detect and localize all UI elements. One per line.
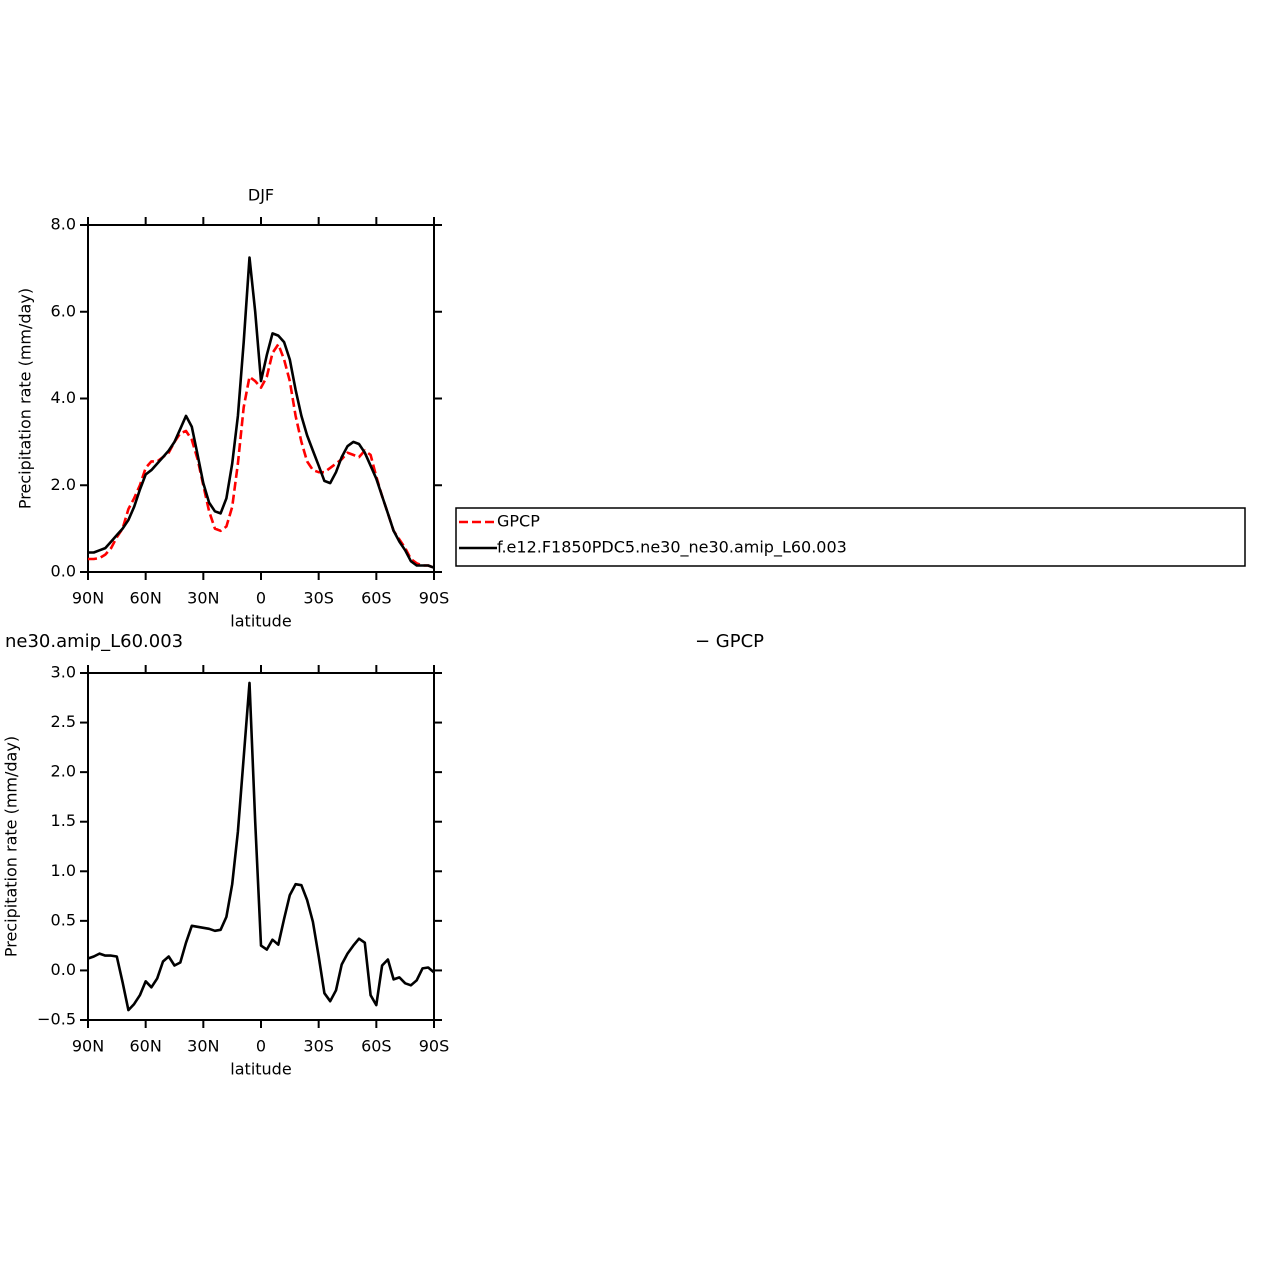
- x-tick-label: 90S: [419, 589, 450, 608]
- x-tick-label: 60S: [361, 1037, 392, 1056]
- y-tick-label: 1.0: [51, 861, 76, 880]
- x-tick-label: 90S: [419, 1037, 450, 1056]
- x-tick-label: 0: [256, 589, 266, 608]
- x-tick-label: 30S: [303, 1037, 334, 1056]
- y-tick-label: 3.0: [51, 663, 76, 682]
- series-line: [87, 681, 435, 1012]
- y-tick-label: −0.5: [37, 1010, 76, 1029]
- series-line: [88, 343, 435, 569]
- x-tick-label: 90N: [72, 1037, 104, 1056]
- x-tick-label: 30N: [187, 1037, 219, 1056]
- y-axis-label: Precipitation rate (mm/day): [2, 736, 21, 957]
- y-axis-label: Precipitation rate (mm/day): [16, 288, 35, 509]
- chart-title-right: − GPCP: [695, 631, 764, 652]
- y-tick-label: 8.0: [51, 215, 76, 234]
- x-tick-label: 60S: [361, 589, 392, 608]
- y-tick-label: 0.5: [51, 910, 76, 929]
- x-tick-label: 60N: [130, 1037, 162, 1056]
- y-tick-label: 2.5: [51, 712, 76, 731]
- series-line: [88, 256, 435, 569]
- y-tick-label: 2.0: [51, 475, 76, 494]
- x-tick-label: 60N: [130, 589, 162, 608]
- y-tick-label: 4.0: [51, 388, 76, 407]
- chart-title: DJF: [248, 186, 274, 205]
- y-tick-label: 6.0: [51, 301, 76, 320]
- y-tick-label: 0.0: [51, 960, 76, 979]
- x-tick-label: 90N: [72, 589, 104, 608]
- y-tick-label: 1.5: [51, 811, 76, 830]
- x-tick-label: 30S: [303, 589, 334, 608]
- x-tick-label: 30N: [187, 589, 219, 608]
- x-axis-label: latitude: [230, 1060, 291, 1079]
- y-tick-label: 2.0: [51, 762, 76, 781]
- legend-box: [455, 507, 1246, 567]
- legend-label: f.e12.F1850PDC5.ne30_ne30.amip_L60.003: [497, 538, 847, 558]
- x-axis-label: latitude: [230, 612, 291, 631]
- y-tick-label: 0.0: [51, 562, 76, 581]
- chart-title: ne30.amip_L60.003: [5, 631, 183, 652]
- x-tick-label: 0: [256, 1037, 266, 1056]
- plot-frame: [87, 224, 435, 573]
- legend-label: GPCP: [497, 512, 540, 531]
